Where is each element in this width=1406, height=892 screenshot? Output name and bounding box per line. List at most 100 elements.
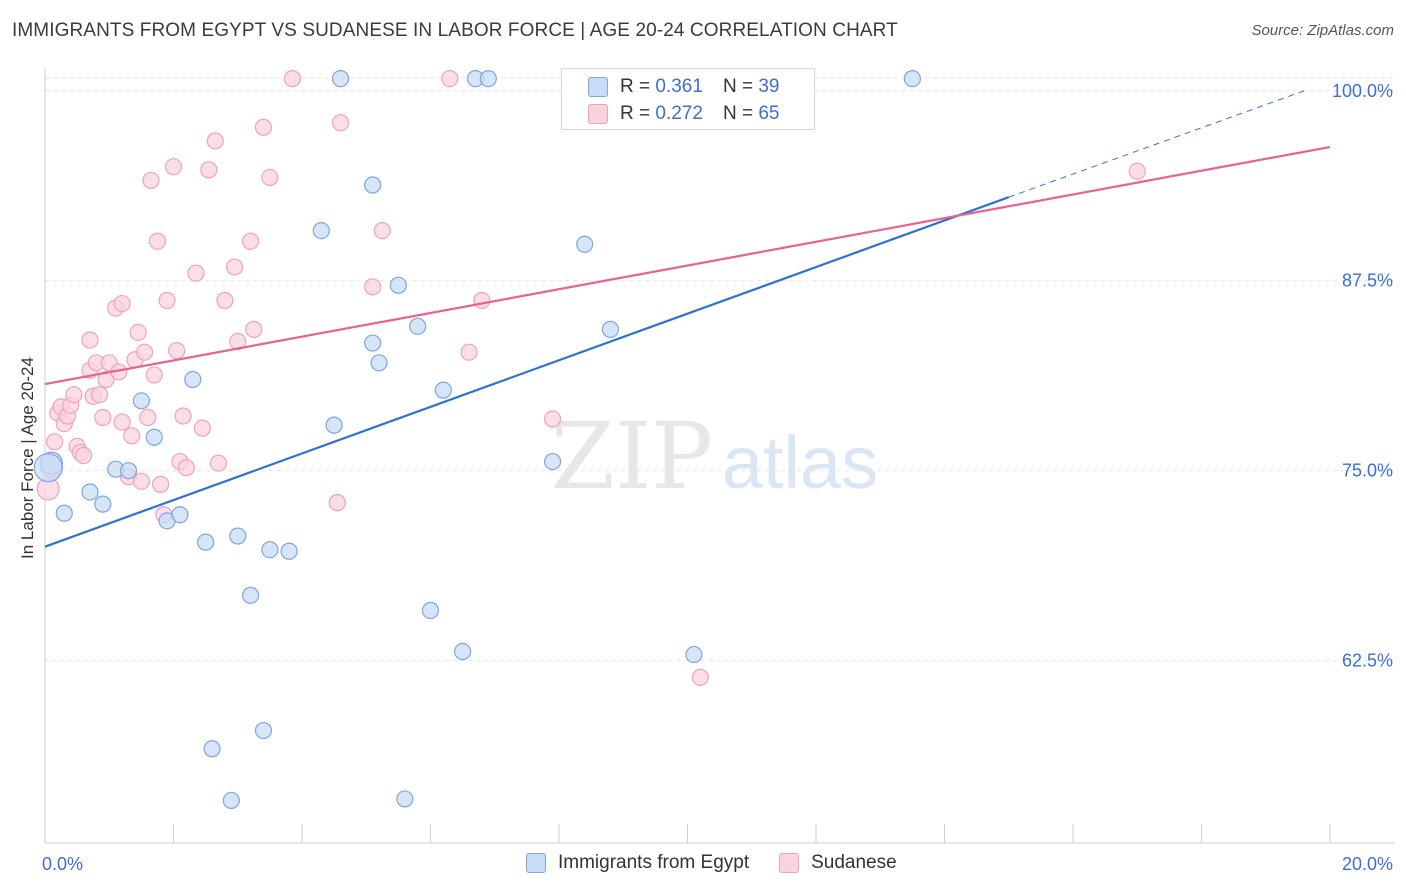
egypt-point	[119, 462, 138, 480]
y-tick-label: 87.5%	[1342, 271, 1393, 291]
sudanese-point	[81, 331, 99, 349]
egypt-swatch	[588, 77, 608, 97]
sudanese-point	[74, 446, 93, 465]
egypt-point	[409, 317, 427, 335]
sudanese-point	[177, 459, 195, 477]
egypt-points	[33, 70, 921, 810]
sudanese-point	[441, 70, 459, 88]
sudanese-point	[328, 494, 346, 512]
sudanese-point	[142, 171, 160, 190]
y-tick-label: 62.5%	[1342, 651, 1393, 671]
egypt-point	[364, 176, 382, 194]
egypt-point	[370, 354, 388, 372]
egypt-legend-swatch	[526, 853, 546, 873]
egypt-point	[434, 381, 452, 399]
egypt-point	[364, 334, 382, 352]
sudanese-point	[148, 232, 167, 250]
egypt-point	[197, 533, 215, 551]
egypt-point	[132, 392, 150, 410]
series-legend: Immigrants from Egypt Sudanese	[526, 852, 927, 874]
egypt-point	[454, 642, 472, 661]
sudanese-legend-label: Sudanese	[811, 852, 897, 873]
correlation-legend: R = 0.361 N = 39 R = 0.272 N = 65	[561, 68, 815, 130]
egypt-point	[222, 791, 240, 810]
sudanese-point	[97, 370, 115, 389]
egypt-point	[685, 645, 703, 664]
chart-title: IMMIGRANTS FROM EGYPT VS SUDANESE IN LAB…	[12, 20, 898, 41]
egypt-point	[312, 221, 330, 240]
egypt-point	[421, 601, 440, 620]
sudanese-point	[473, 291, 491, 310]
n-value-sudanese: 65	[758, 103, 780, 124]
sudanese-point	[129, 323, 147, 342]
legend-row-egypt: R = 0.361 N = 39	[588, 75, 779, 99]
sudanese-point	[1128, 162, 1146, 180]
sudanese-point	[174, 407, 192, 425]
tick-labels: 100.0% 87.5% 75.0% 62.5% 0.0% 20.0%	[42, 81, 1393, 874]
sudanese-point	[187, 264, 205, 282]
sudanese-point	[135, 343, 154, 361]
sudanese-point	[113, 413, 131, 431]
sudanese-point	[152, 475, 170, 493]
egypt-point	[903, 70, 921, 88]
n-label: N =	[722, 76, 754, 97]
sudanese-point	[132, 472, 150, 490]
sudanese-point	[254, 118, 273, 136]
sudanese-legend-swatch	[779, 853, 800, 873]
egypt-trend-extension	[1008, 90, 1305, 198]
sudanese-point	[209, 454, 228, 472]
sudanese-point	[94, 408, 112, 427]
sudanese-point	[158, 291, 176, 310]
egypt-point	[396, 790, 414, 808]
egypt-point	[601, 320, 620, 338]
egypt-point	[261, 541, 279, 559]
egypt-point	[325, 416, 343, 434]
sudanese-point	[283, 70, 301, 88]
sudanese-point	[691, 668, 709, 686]
legend-row-sudanese: R = 0.272 N = 65	[588, 102, 779, 126]
sudanese-point	[46, 433, 64, 451]
trend-lines	[44, 90, 1331, 548]
y-tick-label: 75.0%	[1342, 461, 1393, 481]
egypt-point	[229, 527, 247, 545]
watermark: ZIP atlas	[551, 403, 878, 510]
sudanese-point	[331, 114, 350, 132]
r-label: R =	[620, 76, 651, 97]
egypt-point	[171, 506, 189, 524]
egypt-point	[576, 235, 594, 253]
egypt-legend-label: Immigrants from Egypt	[558, 852, 750, 873]
sudanese-point	[206, 132, 224, 150]
egypt-point	[242, 586, 260, 604]
egypt-point	[81, 483, 99, 501]
egypt-point	[184, 370, 202, 389]
egypt-point	[145, 428, 163, 446]
x-tick-label: 0.0%	[42, 854, 83, 874]
r-label: R =	[620, 103, 651, 124]
sudanese-point	[225, 258, 244, 276]
sudanese-point	[91, 386, 109, 404]
egypt-point	[94, 495, 112, 513]
sudanese-trend-line	[44, 145, 1331, 386]
sudanese-point	[245, 320, 263, 338]
sudanese-point	[460, 343, 478, 361]
sudanese-point	[145, 366, 163, 384]
egypt-point	[389, 276, 407, 294]
sudanese-point	[261, 168, 279, 187]
r-value-egypt: 0.361	[655, 76, 703, 97]
egypt-point	[280, 542, 298, 560]
source-credit: Source: ZipAtlas.com	[1251, 22, 1394, 39]
axes	[44, 68, 1395, 844]
sudanese-point	[200, 161, 218, 179]
sudanese-point	[168, 342, 186, 360]
sudanese-point	[139, 408, 157, 427]
sudanese-point	[364, 278, 382, 296]
egypt-point	[479, 70, 497, 88]
egypt-point	[331, 70, 350, 88]
y-tick-label: 100.0%	[1332, 81, 1393, 101]
sudanese-point	[216, 291, 234, 310]
n-value-egypt: 39	[758, 76, 780, 97]
n-label: N =	[722, 103, 754, 124]
sudanese-point	[123, 427, 141, 445]
egypt-trend-line	[44, 196, 1010, 548]
r-value-sudanese: 0.272	[655, 103, 703, 124]
